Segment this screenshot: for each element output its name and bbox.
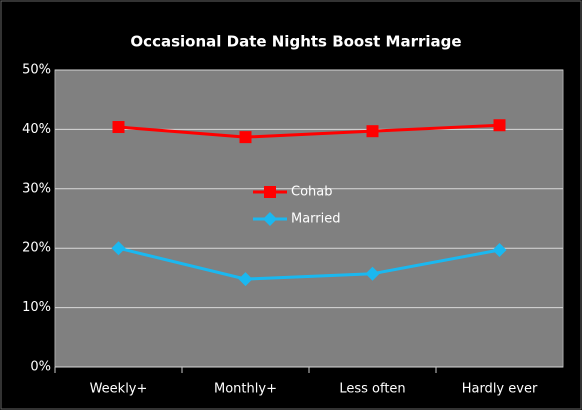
marker (365, 266, 380, 281)
y-tick-label: 40% (22, 122, 51, 137)
chart-title: Occasional Date Nights Boost Marriage (130, 33, 461, 51)
line (118, 246, 500, 281)
x-tick-label: Hardly ever (462, 382, 538, 397)
marker (493, 119, 506, 132)
marker (239, 131, 252, 144)
x-tick-label: Less often (339, 382, 405, 397)
marker (112, 121, 125, 134)
x-tick-label: Weekly+ (90, 382, 148, 397)
y-tick-label: 30% (22, 181, 51, 196)
marker (492, 242, 507, 257)
plot-area (54, 69, 564, 368)
y-tick-label: 20% (22, 241, 51, 256)
legend-marker (264, 186, 276, 198)
marker (366, 125, 379, 138)
y-tick-label: 50% (22, 63, 51, 78)
legend-label: Cohab (291, 185, 333, 200)
y-tick-label: 0% (30, 360, 51, 375)
marker (238, 272, 253, 287)
y-tick-label: 10% (22, 300, 51, 315)
x-tick-label: Monthly+ (214, 382, 277, 397)
legend-marker (263, 212, 277, 226)
legend-label: Married (291, 212, 341, 227)
marker (111, 241, 126, 256)
line (118, 123, 500, 139)
